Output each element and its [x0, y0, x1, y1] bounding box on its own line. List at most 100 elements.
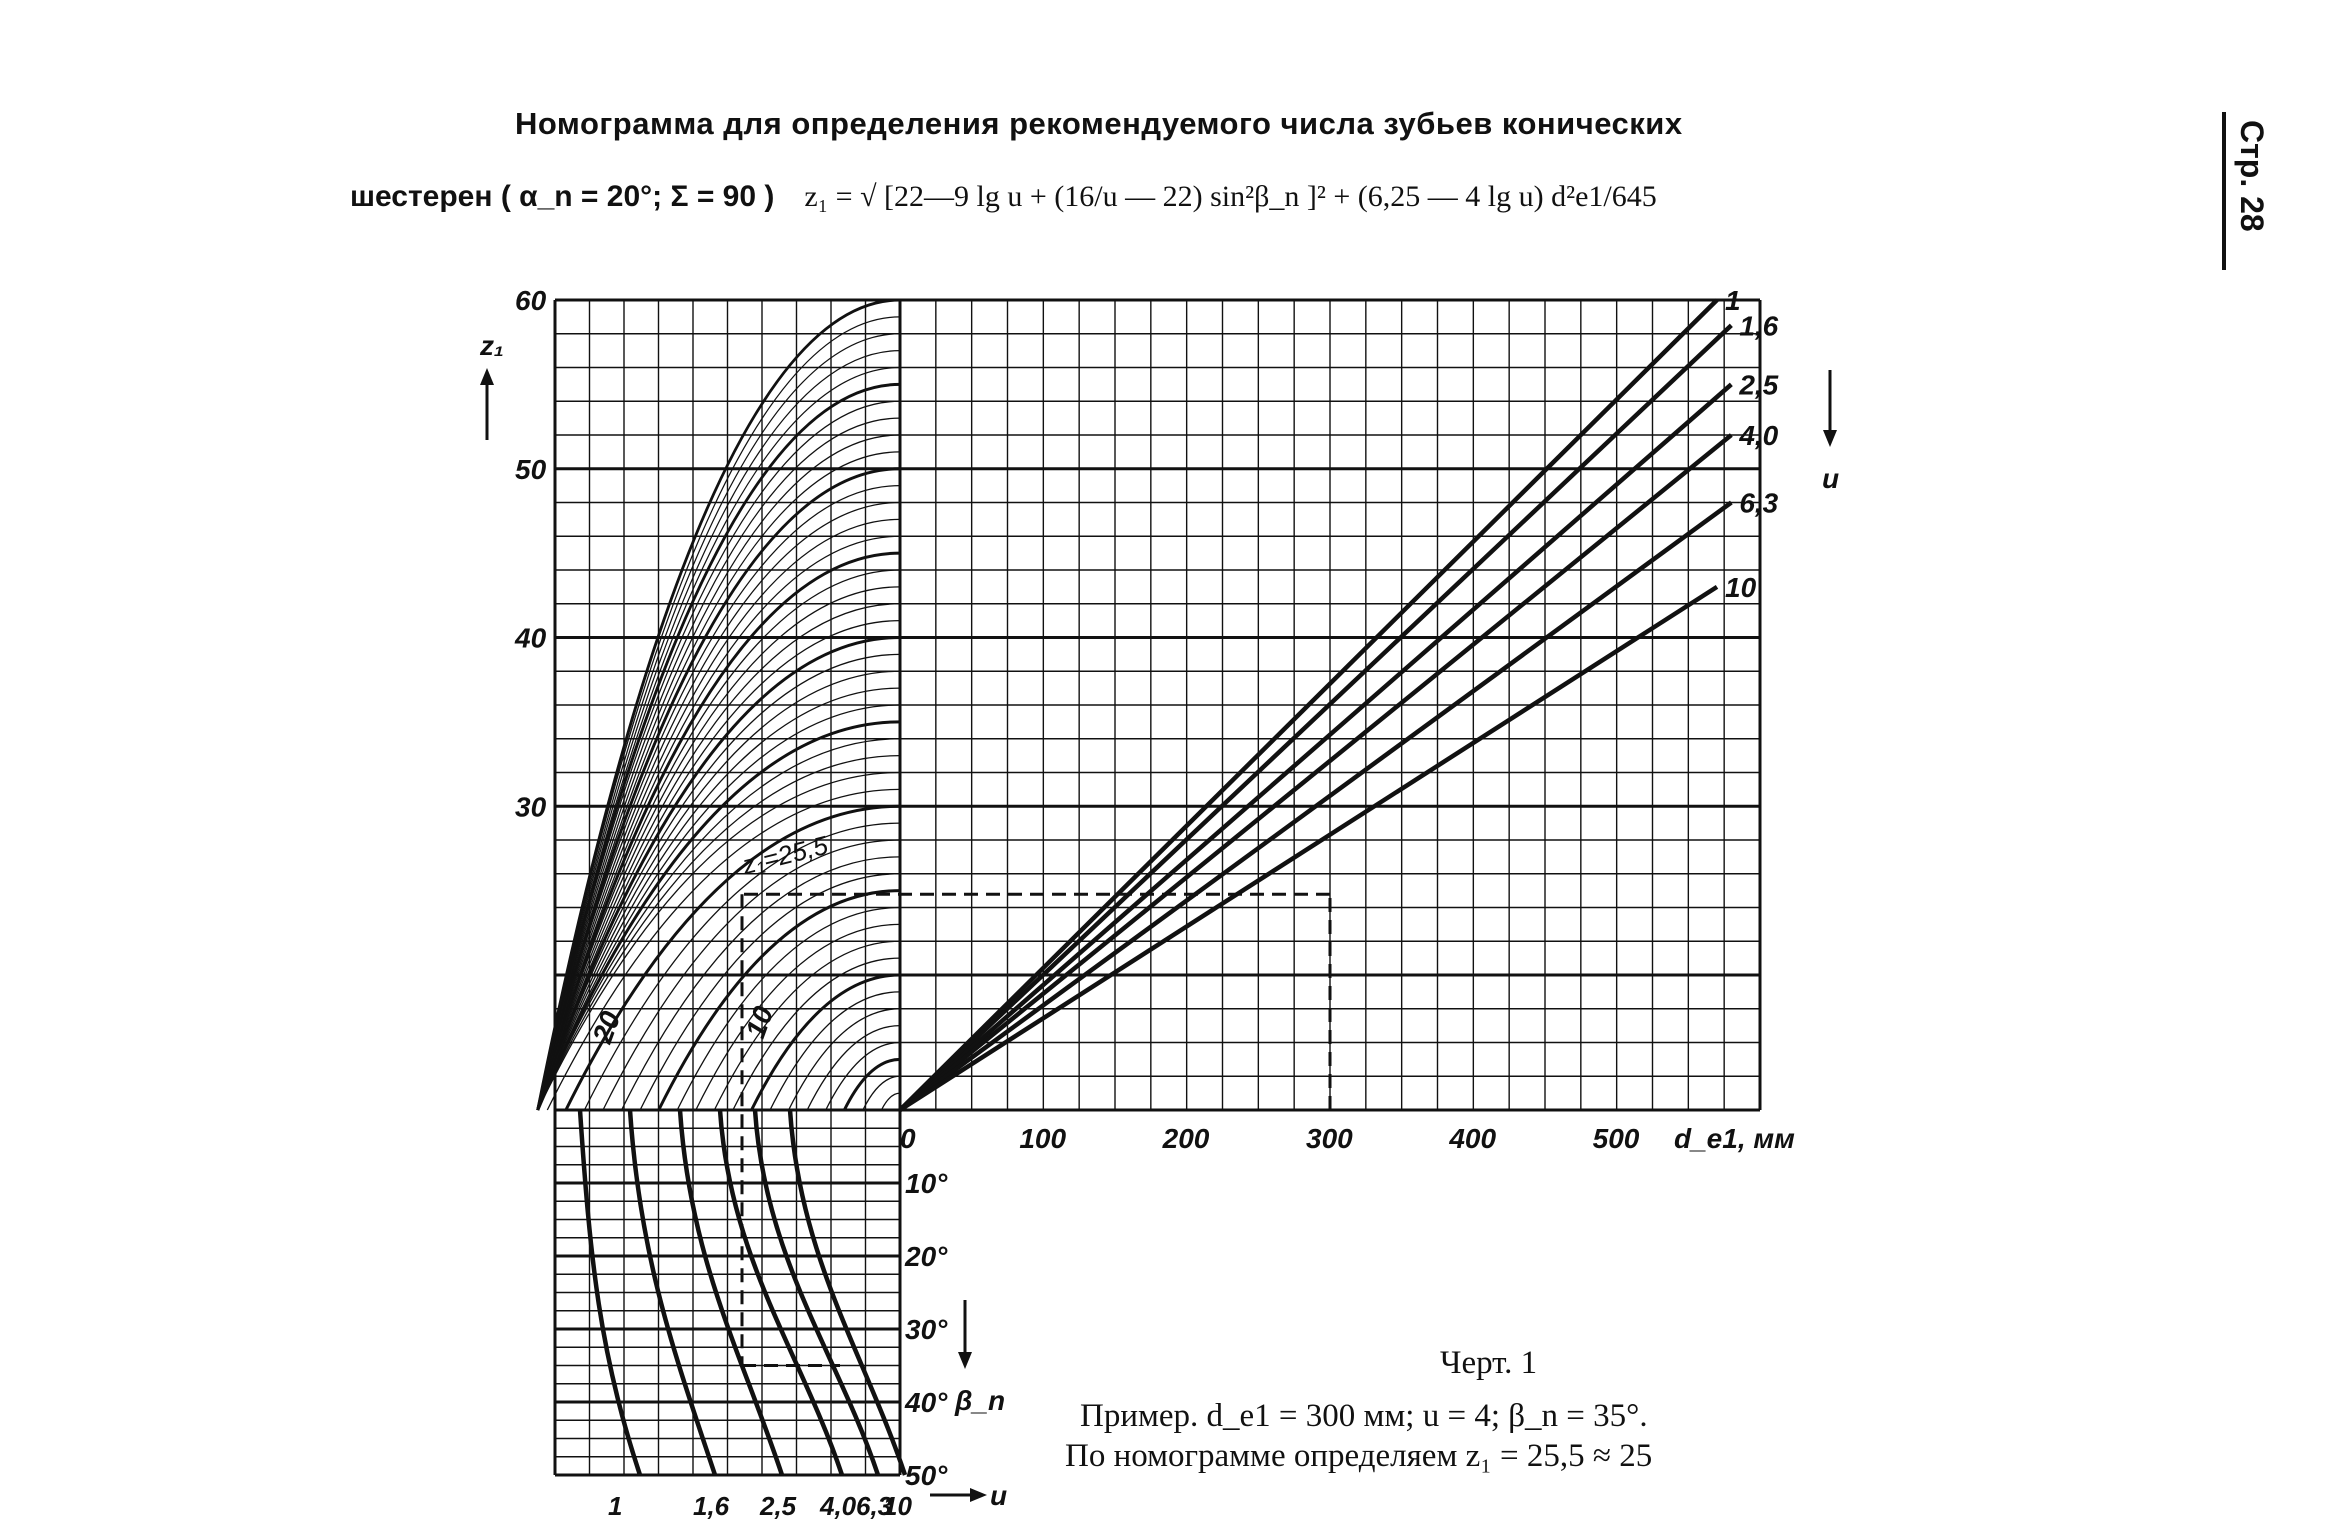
x-tick-label: 0	[900, 1123, 916, 1154]
z1-arc	[537, 366, 901, 1111]
u-tick-label: 6,3	[856, 1491, 893, 1521]
y-tick-label: 50	[515, 454, 547, 485]
u-tick-label: 1	[608, 1491, 622, 1521]
u-line-label: 10	[1725, 572, 1757, 603]
y-axis-title: z₁	[479, 330, 504, 361]
z1-arc	[537, 754, 901, 1111]
beta-curves: 1 1,6 2,5 4,0 6,310	[577, 1109, 912, 1521]
u-line-label: 2,5	[1738, 369, 1778, 400]
u-tick-label: 10	[883, 1491, 912, 1521]
u-line-6,3	[898, 500, 1733, 1112]
z1-arc	[537, 535, 901, 1111]
u-arrow-head	[1823, 430, 1837, 447]
x-tick-label: 200	[1162, 1123, 1210, 1154]
u-axis-title-main: u	[1822, 463, 1839, 494]
z1-arc	[537, 349, 901, 1111]
u-tick-label: 1,6	[693, 1491, 730, 1521]
x-axis-title: d_e1, мм	[1674, 1123, 1795, 1154]
formula-lead: шестерен ( α_n = 20°; Σ = 90 )	[350, 180, 775, 213]
x-tick-label: 100	[1019, 1123, 1066, 1154]
arc-label-10: 10	[740, 1002, 780, 1042]
z1-arc	[537, 738, 901, 1111]
z1-arc	[537, 603, 901, 1111]
z1-arc	[732, 957, 901, 1111]
z1-arc	[537, 434, 901, 1111]
z1-arc	[788, 1008, 901, 1111]
beta-curve-u-1	[577, 1109, 643, 1476]
u-line-2,5	[898, 382, 1733, 1112]
z1-arc	[536, 636, 901, 1111]
u-lines: 11,6 2,5 4,0 6,3 10	[898, 285, 1779, 1112]
z1-arc	[546, 788, 901, 1111]
z1-arc	[536, 298, 901, 1111]
beta-curve-u-4,0	[717, 1109, 845, 1476]
u-line-4,0	[898, 433, 1733, 1112]
x-tick-label: 500	[1593, 1123, 1640, 1154]
beta-curve-u-6,3	[752, 1109, 881, 1476]
z1-arcs	[536, 298, 901, 1111]
side-rule	[2222, 112, 2226, 270]
formula-expression: z₁ = √ [22—9 lg u + (16/u — 22) sin²β_n …	[804, 180, 1657, 213]
u-line-10	[898, 584, 1719, 1112]
beta-tick-label: 10°	[905, 1168, 948, 1199]
z1-arc	[537, 451, 901, 1111]
z1-arc	[620, 856, 901, 1111]
u-tick-label: 4,0	[819, 1491, 857, 1521]
example-line-2: По номограмме определяем z₁ = 25,5 ≈ 25	[1065, 1438, 1653, 1474]
z1-arc	[537, 687, 901, 1111]
beta-curve-u-1,6	[627, 1109, 718, 1476]
beta-tick-label: 40°	[904, 1387, 948, 1418]
z1-arc	[806, 1024, 901, 1111]
z1-arc	[537, 619, 901, 1111]
beta-tick-label: 20°	[904, 1241, 948, 1272]
z1-arc	[537, 704, 901, 1111]
z1-arc	[536, 467, 901, 1111]
u-bottom-arrow-head	[970, 1488, 987, 1502]
axis-labels: 30 40 50 60 0 100 200 300 400 500 d_e1, мм z₁ u 10° 20…	[479, 285, 1839, 1511]
u-tick-label: 2,5	[759, 1491, 797, 1521]
figure-caption: Черт. 1	[1440, 1345, 1538, 1381]
z1-arc	[695, 923, 901, 1111]
u-line-1,6	[898, 323, 1733, 1112]
u-line-label: 4,0	[1738, 420, 1778, 451]
beta-tick-label: 30°	[905, 1314, 948, 1345]
z1-arc	[536, 382, 901, 1111]
u-line-label: 1,6	[1739, 310, 1778, 341]
z1-arc	[862, 1075, 901, 1111]
page-title: Номограмма для определения рекомендуемог…	[515, 106, 1683, 141]
x-tick-label: 400	[1448, 1123, 1496, 1154]
z1-arc	[880, 1092, 901, 1111]
z1-arc	[583, 822, 901, 1111]
z1-arc	[537, 670, 901, 1111]
z1-arc	[602, 839, 901, 1111]
z1-arc	[537, 569, 901, 1111]
example-line-1: Пример. d_e1 = 300 мм; u = 4; β_n = 35°.	[1080, 1398, 1648, 1434]
y-tick-label: 30	[515, 791, 547, 822]
y-tick-label: 40	[514, 623, 547, 654]
z1-arc	[537, 771, 901, 1111]
z1-arc	[750, 973, 901, 1111]
beta-tick-label: 50°	[905, 1460, 948, 1491]
z1-arc	[537, 653, 901, 1111]
u-line-label: 6,3	[1739, 488, 1778, 519]
z1-arc	[537, 586, 901, 1111]
z1-arc	[536, 551, 901, 1111]
y-tick-label: 60	[515, 285, 547, 316]
z1-arc	[825, 1041, 901, 1111]
z1-arc	[676, 906, 901, 1111]
beta-axis-title: β_n	[954, 1385, 1005, 1416]
z1-arrow-head	[480, 368, 494, 385]
z1-arc	[537, 417, 901, 1111]
formula: шестерен ( α_n = 20°; Σ = 90 ) z₁ = √ [2…	[350, 180, 1657, 214]
z1-arc	[537, 484, 901, 1111]
x-tick-label: 300	[1306, 1123, 1353, 1154]
z1-arc	[842, 1057, 901, 1111]
z1-arc	[713, 940, 901, 1111]
z1-arc	[536, 720, 901, 1111]
z1-arc	[537, 333, 901, 1111]
z1-arc	[564, 804, 901, 1111]
u-axis-title-beta: u	[990, 1480, 1007, 1511]
z1-arc	[639, 873, 901, 1111]
